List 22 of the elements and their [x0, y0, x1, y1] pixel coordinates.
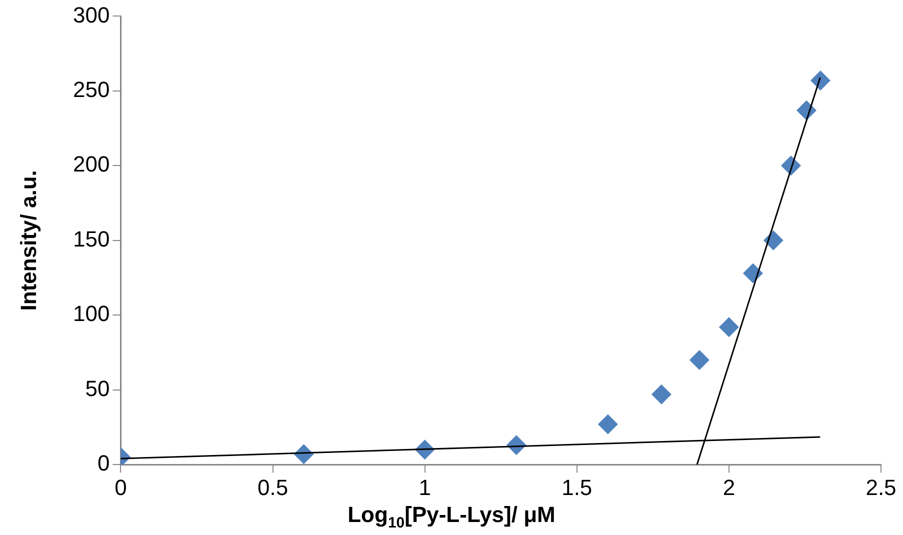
point	[598, 414, 618, 434]
x-tick-label: 2	[722, 474, 736, 500]
point	[810, 70, 830, 90]
y-tick-label: 50	[85, 376, 110, 401]
y-tick-label: 0	[97, 450, 110, 476]
point	[763, 230, 784, 250]
x-tick-label: 1.5	[562, 474, 592, 500]
x-tick-label: 2.5	[866, 474, 896, 500]
y-axis-title: Intensity/ a.u.	[16, 170, 42, 311]
y-tick-label: 300	[72, 2, 110, 28]
point	[742, 263, 763, 284]
x-tick-label: 0.5	[257, 474, 288, 500]
point	[651, 384, 672, 404]
y-tick-label: 250	[72, 76, 110, 102]
y-tick-label: 150	[72, 226, 110, 252]
y-tick-label: 100	[72, 301, 110, 326]
y-tick-label: 200	[72, 152, 110, 177]
x-tick-label: 1	[418, 474, 431, 500]
x-axis-title: Log$_{10}$[Py-L-Lys]/ μM	[346, 502, 556, 531]
x-tick-label: 0	[114, 474, 127, 500]
point	[689, 350, 710, 370]
point	[718, 317, 739, 338]
